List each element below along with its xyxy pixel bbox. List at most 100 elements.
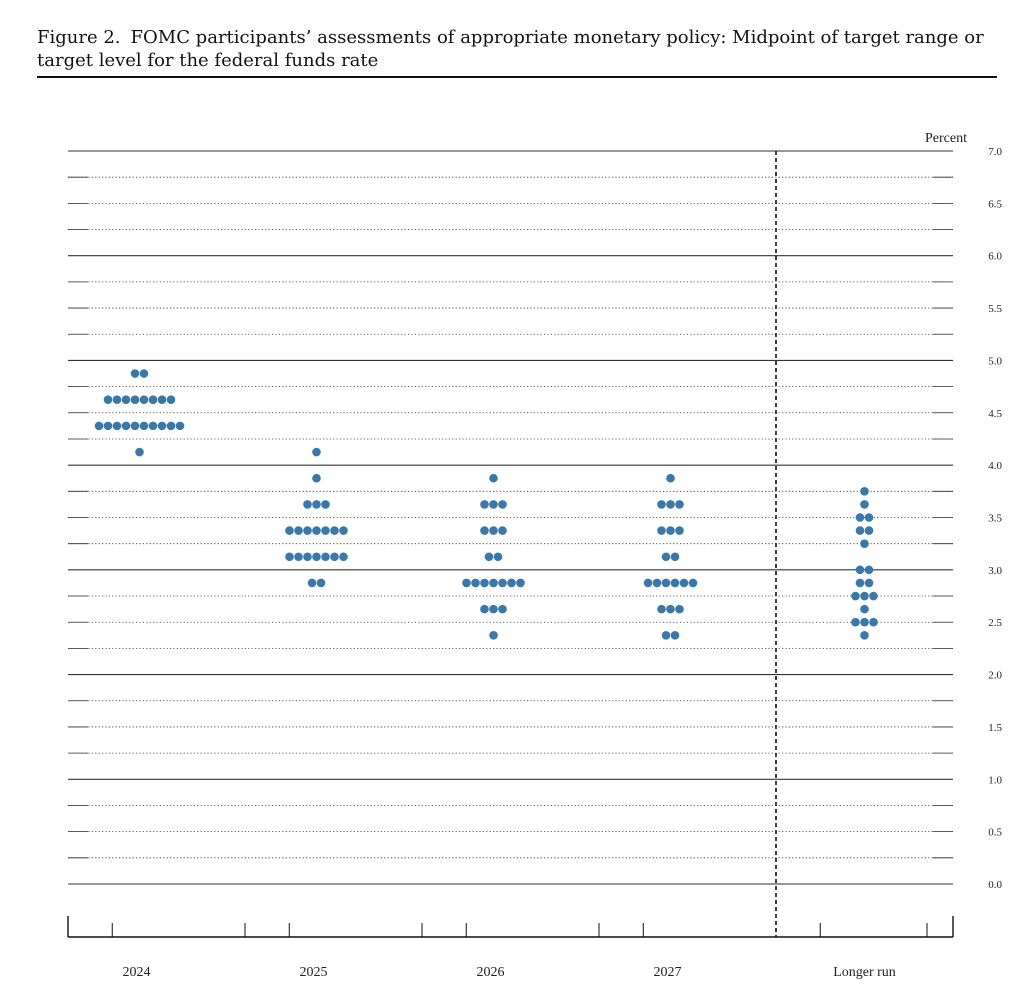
- participant-dot: [661, 552, 671, 562]
- participant-dot: [855, 526, 865, 535]
- participant-dot: [130, 395, 140, 404]
- participant-dot: [316, 578, 326, 588]
- participant-dot: [661, 631, 671, 640]
- participant-dot: [666, 500, 675, 509]
- x-tick-label: 2025: [300, 965, 328, 980]
- participant-dot: [489, 631, 498, 640]
- participant-dot: [103, 395, 113, 404]
- participant-dot: [157, 395, 167, 404]
- x-axis-category-labels: 2024 2025 2026 2027 Longer run: [123, 965, 896, 980]
- y-tick-label: 2.0: [988, 670, 1002, 682]
- participant-dot: [489, 473, 498, 483]
- participant-dot: [869, 591, 878, 601]
- participant-dot: [652, 578, 662, 588]
- participant-dot: [121, 395, 131, 404]
- y-tick-label: 7.0: [988, 146, 1002, 158]
- figure-title: Figure 2. FOMC participants’ assessments …: [37, 26, 997, 72]
- participant-dot: [471, 578, 480, 588]
- participant-dot: [112, 421, 122, 431]
- participant-dot: [864, 565, 874, 575]
- participant-dot: [312, 473, 321, 483]
- x-tick-label: Longer run: [833, 965, 896, 980]
- participant-dot: [139, 369, 149, 378]
- participant-dot: [303, 552, 312, 562]
- y-tick-label: 1.5: [988, 722, 1002, 734]
- y-tick-label: 1.0: [988, 774, 1002, 786]
- participant-dot: [666, 526, 675, 535]
- figure-title-text: FOMC participants’ assessments of approp…: [37, 27, 984, 71]
- participant-dot: [139, 421, 149, 431]
- x-tick-label: 2024: [123, 965, 151, 980]
- participant-dot: [321, 526, 330, 535]
- participant-dot: [855, 578, 865, 588]
- y-tick-label: 5.0: [988, 355, 1002, 367]
- participant-dot: [139, 395, 149, 404]
- participant-dot: [657, 604, 666, 614]
- x-tick-label: 2026: [477, 965, 505, 980]
- figure-label: Figure 2.: [37, 27, 121, 48]
- participant-dot: [480, 526, 489, 535]
- participant-dot: [294, 526, 303, 535]
- participant-dot: [103, 421, 113, 431]
- y-tick-label: 3.5: [988, 513, 1002, 525]
- x-tick-label: 2027: [654, 965, 682, 980]
- participant-dot: [855, 565, 865, 575]
- participant-dot: [294, 552, 303, 562]
- participant-dot: [864, 578, 874, 588]
- title-rule: [37, 76, 997, 78]
- participant-dot: [657, 500, 666, 509]
- participant-dot: [657, 526, 666, 535]
- participant-dot: [675, 526, 684, 535]
- gridlines: [68, 150, 953, 885]
- participant-dot: [484, 552, 494, 562]
- participant-dot: [670, 631, 680, 640]
- y-tick-label: 6.5: [988, 198, 1002, 210]
- participant-dot: [670, 578, 680, 588]
- participant-dot: [851, 591, 860, 601]
- participant-dot: [864, 513, 874, 522]
- participant-dot: [312, 500, 321, 509]
- participant-dot: [855, 513, 865, 522]
- y-tick-label: 0.5: [988, 827, 1002, 839]
- participant-dot: [130, 369, 140, 378]
- y-tick-label: 3.0: [988, 565, 1002, 577]
- participant-dot: [498, 578, 507, 588]
- participant-dot: [679, 578, 689, 588]
- participant-dot: [489, 578, 498, 588]
- participant-dot: [303, 526, 312, 535]
- participant-dot: [121, 421, 131, 431]
- participant-dot: [493, 552, 503, 562]
- participant-dot: [860, 631, 869, 640]
- y-axis-label: Percent: [925, 131, 967, 146]
- participant-dot: [498, 526, 507, 535]
- participant-dot: [148, 395, 158, 404]
- participant-dot: [307, 578, 317, 588]
- participant-dot: [157, 421, 167, 431]
- participant-dot: [489, 604, 498, 614]
- participant-dot: [312, 447, 321, 457]
- participant-dot: [860, 487, 869, 496]
- participant-dot: [869, 617, 878, 627]
- y-tick-label: 5.5: [988, 303, 1002, 315]
- participant-dot: [688, 578, 698, 588]
- participant-dot: [507, 578, 516, 588]
- participant-dot: [462, 578, 471, 588]
- participant-dot: [643, 578, 653, 588]
- participant-dot: [666, 604, 675, 614]
- participant-dot: [135, 447, 144, 457]
- participant-dot: [516, 578, 525, 588]
- participant-dot: [312, 552, 321, 562]
- participant-dot: [860, 500, 869, 509]
- participant-dot: [670, 552, 680, 562]
- participant-dot: [860, 617, 869, 627]
- participant-dot: [303, 500, 312, 509]
- participant-dot: [285, 526, 294, 535]
- participant-dot: [166, 421, 176, 431]
- participant-dot: [489, 526, 498, 535]
- participant-dot: [130, 421, 140, 431]
- participant-dot: [851, 617, 860, 627]
- y-tick-label: 4.5: [988, 408, 1002, 420]
- participant-dot: [94, 421, 104, 431]
- participant-dot: [489, 500, 498, 509]
